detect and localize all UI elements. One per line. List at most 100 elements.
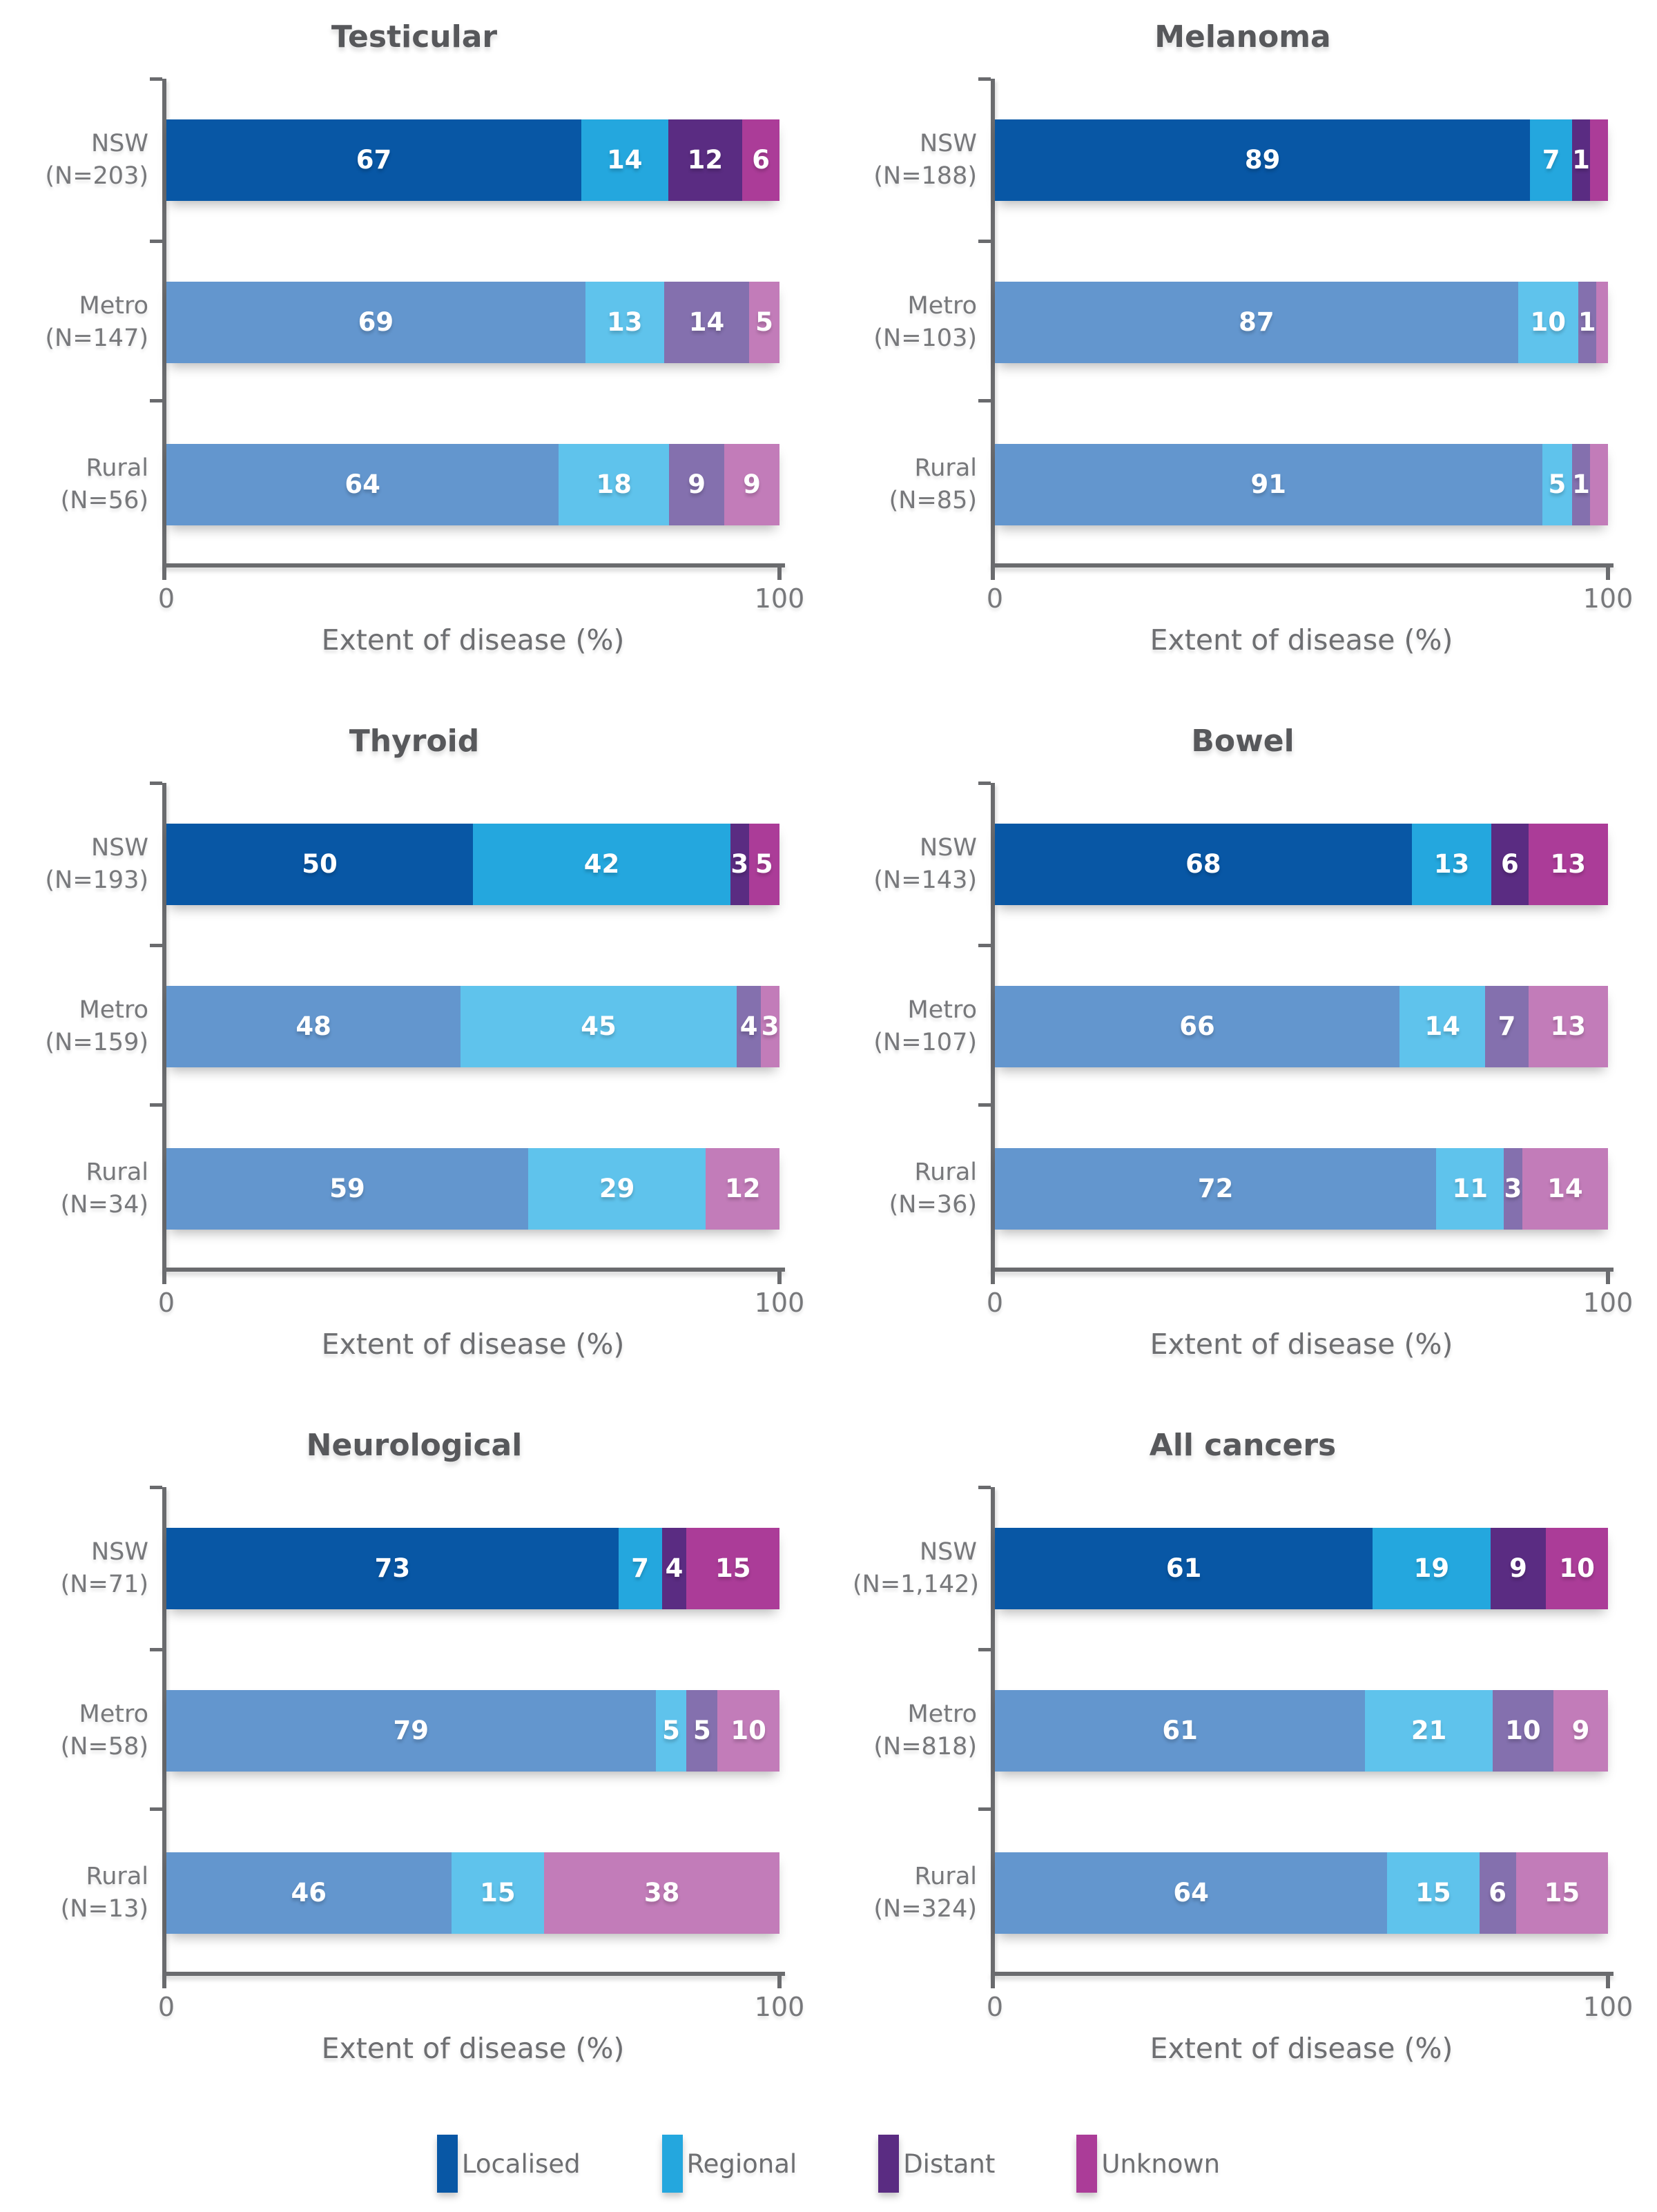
bar-value-label: 79 xyxy=(393,1716,429,1745)
x-tick-label-100: 100 xyxy=(754,583,805,614)
bar-track: 91 5 1 xyxy=(995,443,1608,525)
bar-track: 73 7 4 15 xyxy=(166,1527,779,1609)
region-label: NSW xyxy=(919,834,977,862)
y-axis-label: Metro (N=107) xyxy=(853,994,977,1058)
bar-segment-localised: 66 xyxy=(995,985,1400,1067)
bar-track: 79 5 5 10 xyxy=(166,1689,779,1772)
legend-label: Unknown xyxy=(1101,2148,1221,2179)
bar-value-label: 89 xyxy=(1244,145,1281,175)
region-label: NSW xyxy=(919,130,977,158)
bar-segment-unknown: 38 xyxy=(544,1852,779,1934)
bar-track: 50 42 3 5 xyxy=(166,823,779,905)
bar-segment-regional: 21 xyxy=(1365,1689,1493,1772)
bar-value-label: 29 xyxy=(599,1174,635,1203)
charts-grid: Testicular NSW (N=203) 67 14 12 6 Metro (N=147) 6… xyxy=(0,19,1657,2065)
bar-row-rural: Rural (N=324) 64 15 6 15 xyxy=(873,1812,1608,1974)
y-axis-tick xyxy=(978,240,991,243)
y-axis-tick xyxy=(978,1486,991,1489)
bar-segment-distant: 7 xyxy=(1485,985,1529,1067)
bar-value-label: 68 xyxy=(1185,849,1221,879)
bar-track: 69 13 14 5 xyxy=(166,281,779,363)
plot-area: NSW (N=193) 50 42 3 5 Metro (N=159) 48 45 4 3 Rural(… xyxy=(24,782,785,1284)
bar-value-label: 13 xyxy=(607,307,643,337)
legend-swatch-regional xyxy=(661,2135,683,2193)
bar-value-label: 1 xyxy=(1572,145,1590,175)
bar-value-label: 1 xyxy=(1572,469,1590,499)
x-axis-tick-0 xyxy=(162,567,166,580)
y-axis-label: NSW (N=193) xyxy=(24,832,148,895)
bar-value-label: 14 xyxy=(607,145,643,175)
bar-value-label: 13 xyxy=(1433,849,1470,879)
bar-segment-regional: 14 xyxy=(581,119,668,201)
x-tick-label-0: 0 xyxy=(986,1992,1004,2022)
x-tick-label-100: 100 xyxy=(1582,1992,1634,2022)
sample-size-label: (N=818) xyxy=(873,1732,977,1760)
bar-track: 89 7 1 xyxy=(995,119,1608,201)
bar-value-label: 66 xyxy=(1179,1011,1215,1041)
bar-row-metro: Metro (N=159) 48 45 4 3 xyxy=(45,945,779,1107)
sample-size-label: (N=85) xyxy=(889,486,977,514)
bar-segment-unknown xyxy=(1589,119,1608,201)
bar-row-nsw: NSW (N=203) 67 14 12 6 xyxy=(45,79,779,241)
region-label: Rural xyxy=(914,1863,978,1891)
bar-segment-unknown: 12 xyxy=(706,1147,779,1230)
legend-swatch-unknown xyxy=(1076,2135,1098,2193)
chart-title: Melanoma xyxy=(1154,19,1331,55)
x-tick-labels: 0 100 xyxy=(828,1992,1657,2024)
bar-value-label: 10 xyxy=(730,1716,766,1745)
bar-track: 61 21 10 9 xyxy=(995,1689,1608,1772)
region-label: Rural xyxy=(914,1158,978,1187)
bar-value-label: 61 xyxy=(1165,1553,1202,1583)
x-tick-labels: 0 100 xyxy=(0,1992,828,2024)
bar-value-label: 59 xyxy=(329,1174,365,1203)
bar-value-label: 10 xyxy=(1505,1716,1541,1745)
bar-value-label: 38 xyxy=(643,1878,680,1908)
x-tick-labels: 0 100 xyxy=(0,1288,828,1319)
bar-value-label: 21 xyxy=(1411,1716,1447,1745)
bar-value-label: 15 xyxy=(715,1553,751,1583)
bar-segment-distant: 1 xyxy=(1572,443,1590,525)
bar-value-label: 9 xyxy=(1509,1553,1527,1583)
x-axis xyxy=(162,1972,785,1976)
plot-area: NSW (N=203) 67 14 12 6 Metro (N=147) 69 13 14 5 Rura… xyxy=(24,77,785,580)
bar-value-label: 14 xyxy=(688,307,725,337)
legend-swatch-localised xyxy=(436,2135,458,2193)
bar-segment-regional: 45 xyxy=(461,985,737,1067)
bar-value-label: 14 xyxy=(1424,1011,1460,1041)
bar-segment-unknown: 10 xyxy=(1546,1527,1609,1609)
y-axis xyxy=(162,1487,166,1974)
sample-size-label: (N=1,142) xyxy=(853,1570,980,1598)
bar-value-label: 15 xyxy=(480,1878,516,1908)
bar-segment-distant: 14 xyxy=(663,281,750,363)
bar-value-label: 72 xyxy=(1197,1174,1234,1203)
y-axis xyxy=(162,783,166,1270)
y-axis-label: Metro (N=103) xyxy=(853,290,977,353)
x-axis-tick-100 xyxy=(1606,1272,1610,1284)
y-axis-tick xyxy=(978,1807,991,1811)
bar-segment-distant: 9 xyxy=(669,443,725,525)
bar-value-label: 5 xyxy=(755,849,773,879)
sample-size-label: (N=13) xyxy=(60,1894,148,1923)
bar-segment-localised: 73 xyxy=(166,1527,619,1609)
bar-value-label: 15 xyxy=(1544,1878,1580,1908)
y-axis xyxy=(162,79,166,565)
bar-segment-localised: 79 xyxy=(166,1689,656,1772)
bar-value-label: 91 xyxy=(1250,469,1287,499)
panel-bowel: Bowel NSW (N=143) 68 13 6 13 Metro (N=107) 66 14 7 1… xyxy=(828,704,1657,1408)
bar-segment-localised: 67 xyxy=(166,119,581,201)
x-axis-title: Extent of disease (%) xyxy=(1150,2032,1453,2065)
bar-value-label: 50 xyxy=(302,849,338,879)
bar-track: 87 10 1 xyxy=(995,281,1608,363)
bar-segment-distant: 6 xyxy=(1479,1852,1516,1934)
bar-value-label: 19 xyxy=(1413,1553,1450,1583)
bar-value-label: 5 xyxy=(1548,469,1567,499)
y-axis-label: Rural (N=56) xyxy=(24,452,148,516)
bar-segment-regional: 19 xyxy=(1373,1527,1491,1609)
legend-item-unknown: Unknown xyxy=(1076,2135,1220,2193)
plot-area: NSW (N=188) 89 7 1 Metro (N=103) 87 10 1 Rural (N=8… xyxy=(853,77,1614,580)
sample-size-label: (N=36) xyxy=(889,1190,977,1219)
bar-segment-regional: 14 xyxy=(1399,985,1486,1067)
bar-segment-unknown xyxy=(1589,443,1608,525)
x-axis-tick-0 xyxy=(991,1272,995,1284)
y-axis-tick xyxy=(150,1486,162,1489)
